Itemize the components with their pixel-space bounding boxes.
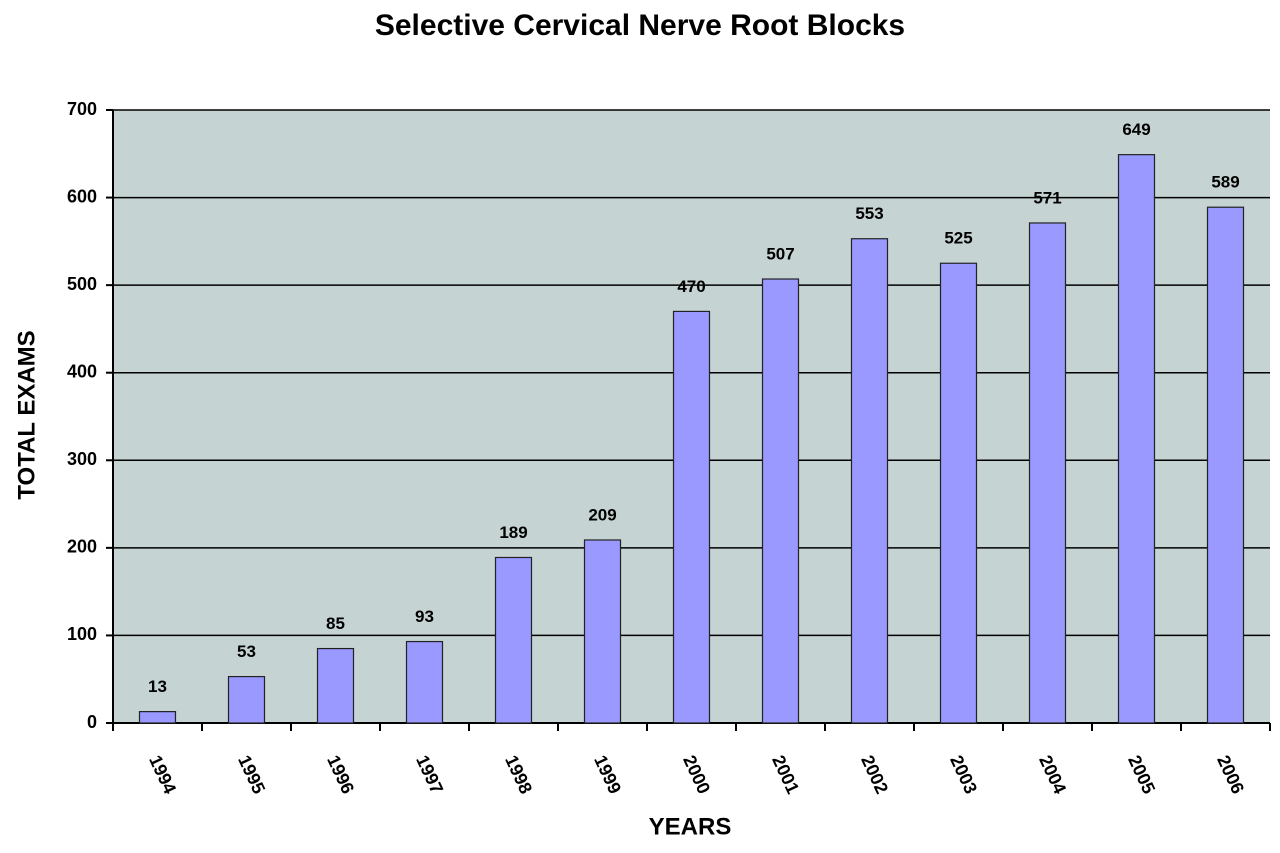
x-tick-label: 2005 — [1124, 752, 1159, 797]
data-label: 85 — [326, 614, 345, 633]
x-axis-title: YEARS — [649, 813, 732, 840]
y-tick-label: 0 — [87, 712, 97, 732]
data-label: 649 — [1122, 120, 1150, 139]
x-tick-label: 1996 — [323, 752, 358, 797]
data-label: 13 — [148, 677, 167, 696]
data-label: 93 — [415, 607, 434, 626]
data-label: 189 — [499, 523, 527, 542]
y-tick-label: 300 — [67, 449, 97, 469]
bar — [1117, 154, 1156, 724]
x-tick-label: 2004 — [1035, 752, 1070, 797]
data-label: 571 — [1033, 188, 1061, 207]
y-tick-label: 500 — [67, 274, 97, 294]
data-label: 209 — [588, 505, 616, 524]
y-tick-label: 400 — [67, 361, 97, 381]
y-axis-title: TOTAL EXAMS — [13, 330, 40, 499]
bar — [939, 262, 978, 724]
bar — [138, 711, 177, 724]
bar — [583, 539, 622, 724]
x-tick-label: 2000 — [679, 752, 714, 797]
bar — [494, 556, 533, 724]
y-tick-label: 100 — [67, 624, 97, 644]
x-tick-label: 2002 — [857, 752, 892, 797]
chart-title: Selective Cervical Nerve Root Blocks — [375, 9, 905, 42]
y-tick-label: 700 — [67, 99, 97, 119]
x-tick-label: 1997 — [412, 752, 447, 797]
bar — [405, 640, 444, 724]
x-tick-label: 2001 — [768, 752, 803, 797]
data-label: 470 — [677, 277, 705, 296]
bar — [1206, 206, 1245, 724]
data-label: 53 — [237, 642, 256, 661]
data-label: 589 — [1211, 173, 1239, 192]
bar — [316, 647, 355, 724]
bar — [672, 310, 711, 724]
data-label: 525 — [944, 229, 972, 248]
data-label: 553 — [855, 204, 883, 223]
x-tick-label: 2006 — [1213, 752, 1248, 797]
x-tick-label: 1994 — [145, 752, 180, 797]
x-tick-label: 2003 — [946, 752, 981, 797]
bar — [1028, 222, 1067, 724]
data-label: 507 — [766, 244, 794, 263]
y-tick-label: 200 — [67, 537, 97, 557]
bar — [227, 675, 266, 724]
y-tick-label: 600 — [67, 186, 97, 206]
bar — [850, 238, 889, 724]
x-tick-label: 1999 — [590, 752, 625, 797]
x-tick-label: 1998 — [501, 752, 536, 797]
bar — [761, 278, 800, 724]
x-tick-label: 1995 — [234, 752, 269, 797]
